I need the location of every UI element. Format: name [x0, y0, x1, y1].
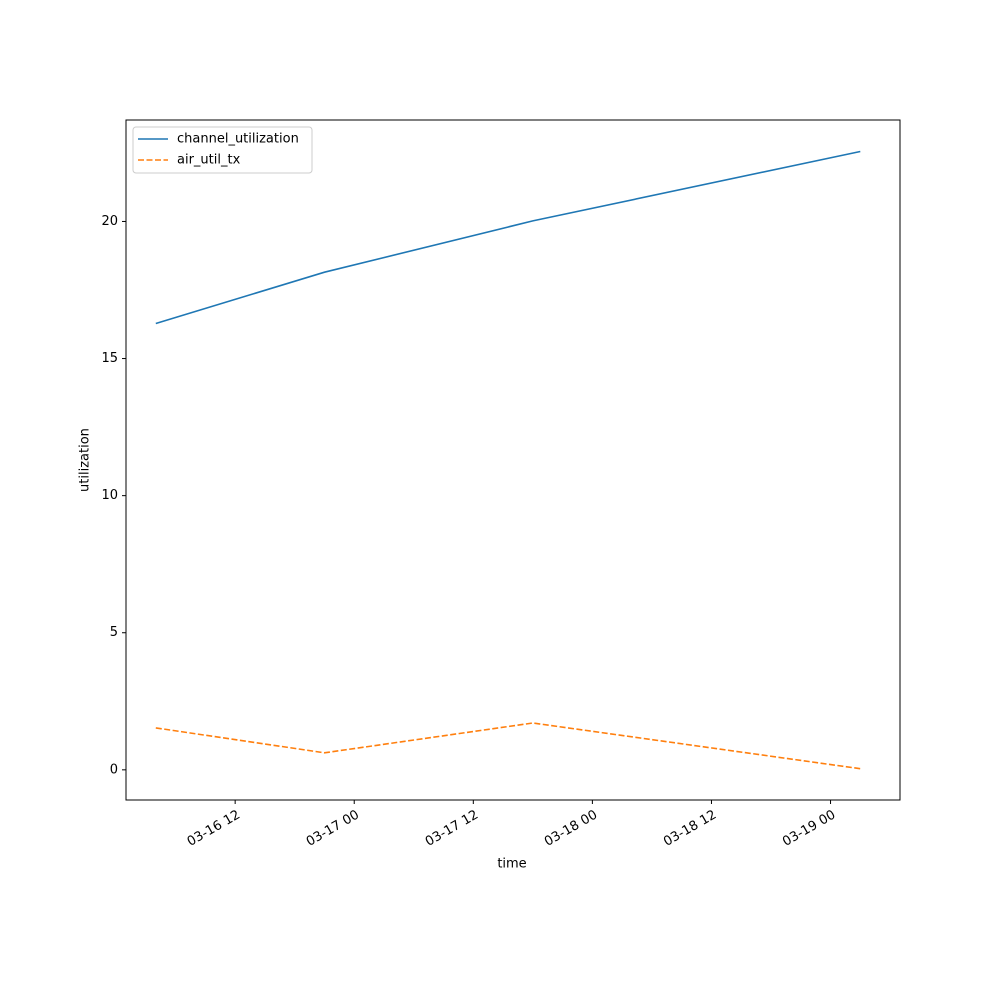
legend-label: channel_utilization — [177, 132, 299, 147]
y-tick-label: 5 — [110, 625, 118, 640]
y-tick-label: 15 — [101, 351, 118, 366]
x-tick-label: 03-18 12 — [661, 808, 719, 850]
y-tick-label: 20 — [101, 214, 118, 229]
x-tick-label: 03-17 00 — [304, 808, 362, 850]
x-tick-label: 03-18 00 — [542, 808, 600, 850]
legend-label: air_util_tx — [177, 153, 241, 168]
legend-box — [132, 126, 313, 174]
x-tick-label: 03-17 12 — [423, 808, 481, 850]
x-tick-label: 03-16 12 — [185, 808, 243, 850]
data-line — [155, 150, 861, 325]
x-tick-label: 03-19 00 — [780, 808, 838, 850]
y-tick-label: 0 — [110, 762, 118, 777]
y-axis-label: utilization — [78, 428, 93, 492]
data-line — [155, 722, 861, 770]
plot-frame — [125, 119, 901, 801]
x-axis-label: time — [497, 857, 526, 872]
y-tick-label: 10 — [101, 488, 118, 503]
